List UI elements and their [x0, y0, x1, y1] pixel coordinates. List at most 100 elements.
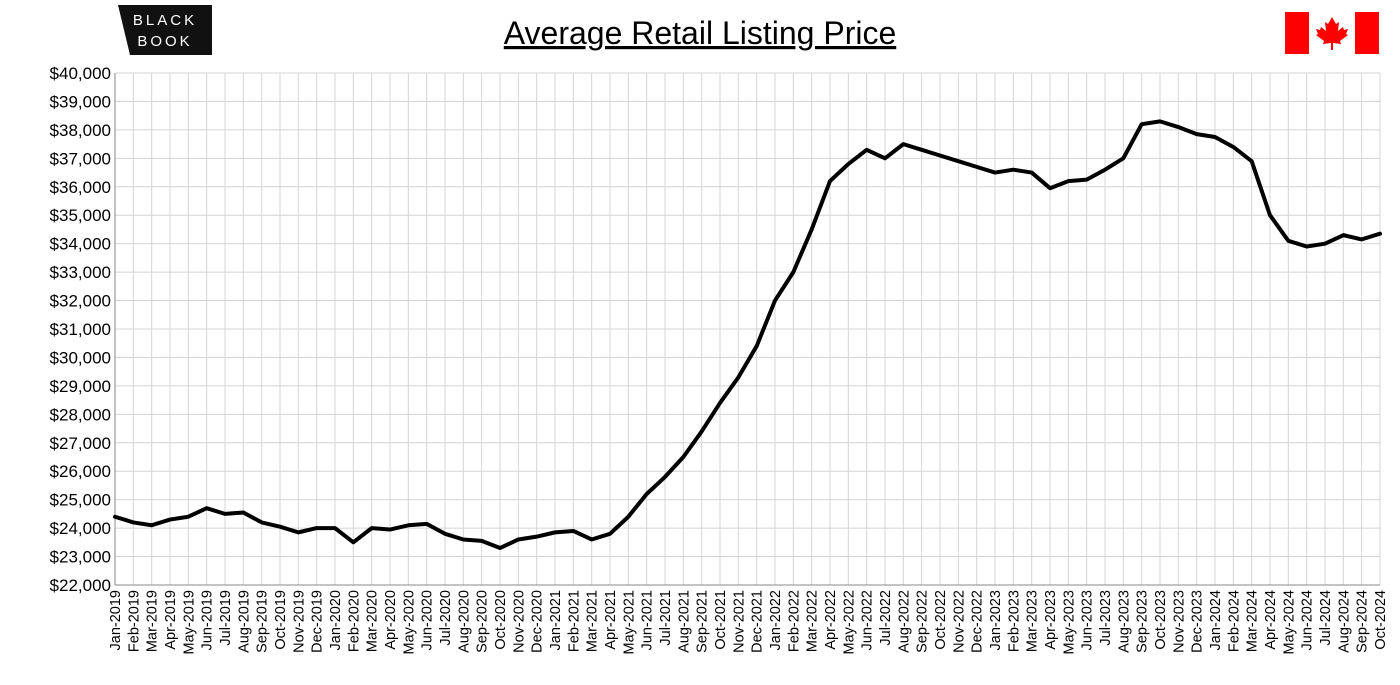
x-tick-label: Jun-2020	[420, 590, 436, 650]
x-tick-label: Feb-2022	[786, 590, 802, 652]
x-tick-label: Feb-2019	[126, 590, 142, 652]
x-tick-label: May-2019	[181, 590, 197, 654]
x-tick-label: May-2022	[841, 590, 857, 654]
x-tick-label: Mar-2022	[805, 590, 821, 652]
x-tick-label: May-2023	[1061, 590, 1077, 654]
x-tick-label: Feb-2023	[1006, 590, 1022, 652]
x-tick-label: Mar-2020	[365, 590, 381, 652]
x-tick-label: Dec-2019	[310, 590, 326, 653]
logo: BLACK BOOK	[118, 5, 212, 55]
x-tick-label: Aug-2022	[896, 590, 912, 653]
x-tick-label: Nov-2020	[511, 590, 527, 653]
x-tick-label: Aug-2023	[1116, 590, 1132, 653]
x-tick-label: Apr-2020	[383, 590, 399, 650]
flag-band	[1285, 12, 1309, 54]
x-tick-label: Oct-2019	[273, 590, 289, 650]
x-tick-label: Feb-2021	[566, 590, 582, 652]
y-tick-label: $22,000	[50, 576, 111, 595]
y-tick-label: $39,000	[50, 92, 111, 111]
x-tick-label: Oct-2023	[1153, 590, 1169, 650]
x-tick-label: Nov-2023	[1171, 590, 1187, 653]
line	[113, 119, 1382, 551]
x-tick-label: Dec-2020	[530, 590, 546, 653]
x-tick-label: Jun-2019	[200, 590, 216, 650]
y-tick-label: $24,000	[50, 519, 111, 538]
logo-badge	[118, 5, 212, 55]
x-tick-label: Sep-2022	[915, 590, 931, 653]
x-tick-label: Jun-2021	[640, 590, 656, 650]
x-tick-label: Aug-2020	[456, 590, 472, 653]
x-tick-label: Feb-2020	[346, 590, 362, 652]
x-tick-label: Mar-2024	[1245, 590, 1261, 652]
x-tick-label: Dec-2021	[750, 590, 766, 653]
maple-leaf	[1316, 17, 1348, 50]
y-tick-label: $26,000	[50, 462, 111, 481]
x-tick-label: Sep-2021	[695, 590, 711, 653]
y-tick-label: $36,000	[50, 178, 111, 197]
x-tick-label: Jun-2023	[1080, 590, 1096, 650]
x-tick-label: May-2024	[1281, 590, 1297, 654]
x-tick-label: Apr-2021	[603, 590, 619, 650]
x-tick-label: Apr-2023	[1043, 590, 1059, 650]
x-tick-label: May-2020	[401, 590, 417, 654]
x-tick-label: Nov-2021	[731, 590, 747, 653]
x-tick-label: Aug-2021	[676, 590, 692, 653]
y-tick-label: $38,000	[50, 121, 111, 140]
x-tick-label: Jun-2024	[1300, 590, 1316, 650]
grid	[114, 72, 1381, 586]
y-tick-label: $27,000	[50, 434, 111, 453]
x-tick-label: Oct-2022	[933, 590, 949, 650]
x-tick-label: Jul-2023	[1098, 590, 1114, 646]
x-tick-label: Jul-2022	[878, 590, 894, 646]
y-tick-label: $31,000	[50, 320, 111, 339]
x-tick-label: Nov-2019	[291, 590, 307, 653]
y-tick-label: $40,000	[50, 64, 111, 83]
logo-text: BOOK	[137, 33, 192, 50]
x-tick-label: Jul-2021	[658, 590, 674, 646]
x-tick-label: Dec-2023	[1190, 590, 1206, 653]
x-tick-label: Jan-2019	[108, 590, 124, 650]
y-tick-label: $23,000	[50, 548, 111, 567]
x-tick-label: Sep-2024	[1355, 590, 1371, 653]
x-tick-label: Mar-2021	[585, 590, 601, 652]
y-tick-label: $37,000	[50, 149, 111, 168]
y-tick-label: $25,000	[50, 491, 111, 510]
flag	[1285, 12, 1379, 54]
x-tick-label: May-2021	[621, 590, 637, 654]
x-tick-label: Sep-2019	[255, 590, 271, 653]
x-tick-label: Apr-2019	[163, 590, 179, 650]
flag-band	[1355, 12, 1379, 54]
y-tick-label: $33,000	[50, 263, 111, 282]
chart-title: Average Retail Listing Price	[504, 15, 897, 51]
y-tick-label: $35,000	[50, 206, 111, 225]
x-tick-label: Jan-2022	[768, 590, 784, 650]
logo-text: BLACK	[133, 12, 197, 29]
x-tick-label: Jan-2023	[988, 590, 1004, 650]
y-tick-label: $30,000	[50, 348, 111, 367]
x-tick-label: Oct-2024	[1373, 590, 1389, 650]
x-tick-label: Jul-2020	[438, 590, 454, 646]
labels: $22,000 $23,000 $24,000 $25,000 $26,000 $27,0…	[50, 64, 1389, 654]
x-tick-label: Jun-2022	[860, 590, 876, 650]
x-tick-label: Mar-2023	[1025, 590, 1041, 652]
x-tick-label: Apr-2022	[823, 590, 839, 650]
y-tick-label: $32,000	[50, 292, 111, 311]
x-tick-label: Nov-2022	[951, 590, 967, 653]
x-tick-label: Sep-2020	[475, 590, 491, 653]
y-tick-label: $29,000	[50, 377, 111, 396]
x-tick-label: Feb-2024	[1226, 590, 1242, 652]
y-tick-label: $34,000	[50, 235, 111, 254]
x-tick-label: Jan-2024	[1208, 590, 1224, 650]
x-tick-label: Mar-2019	[145, 590, 161, 652]
x-tick-label: Dec-2022	[970, 590, 986, 653]
x-tick-label: Jul-2019	[218, 590, 234, 646]
x-tick-label: Oct-2021	[713, 590, 729, 650]
x-tick-label: Jan-2020	[328, 590, 344, 650]
x-tick-label: Sep-2023	[1135, 590, 1151, 653]
x-tick-label: Apr-2024	[1263, 590, 1279, 650]
x-tick-label: Aug-2019	[236, 590, 252, 653]
x-tick-label: Jan-2021	[548, 590, 564, 650]
x-tick-label: Aug-2024	[1336, 590, 1352, 653]
y-tick-label: $28,000	[50, 405, 111, 424]
